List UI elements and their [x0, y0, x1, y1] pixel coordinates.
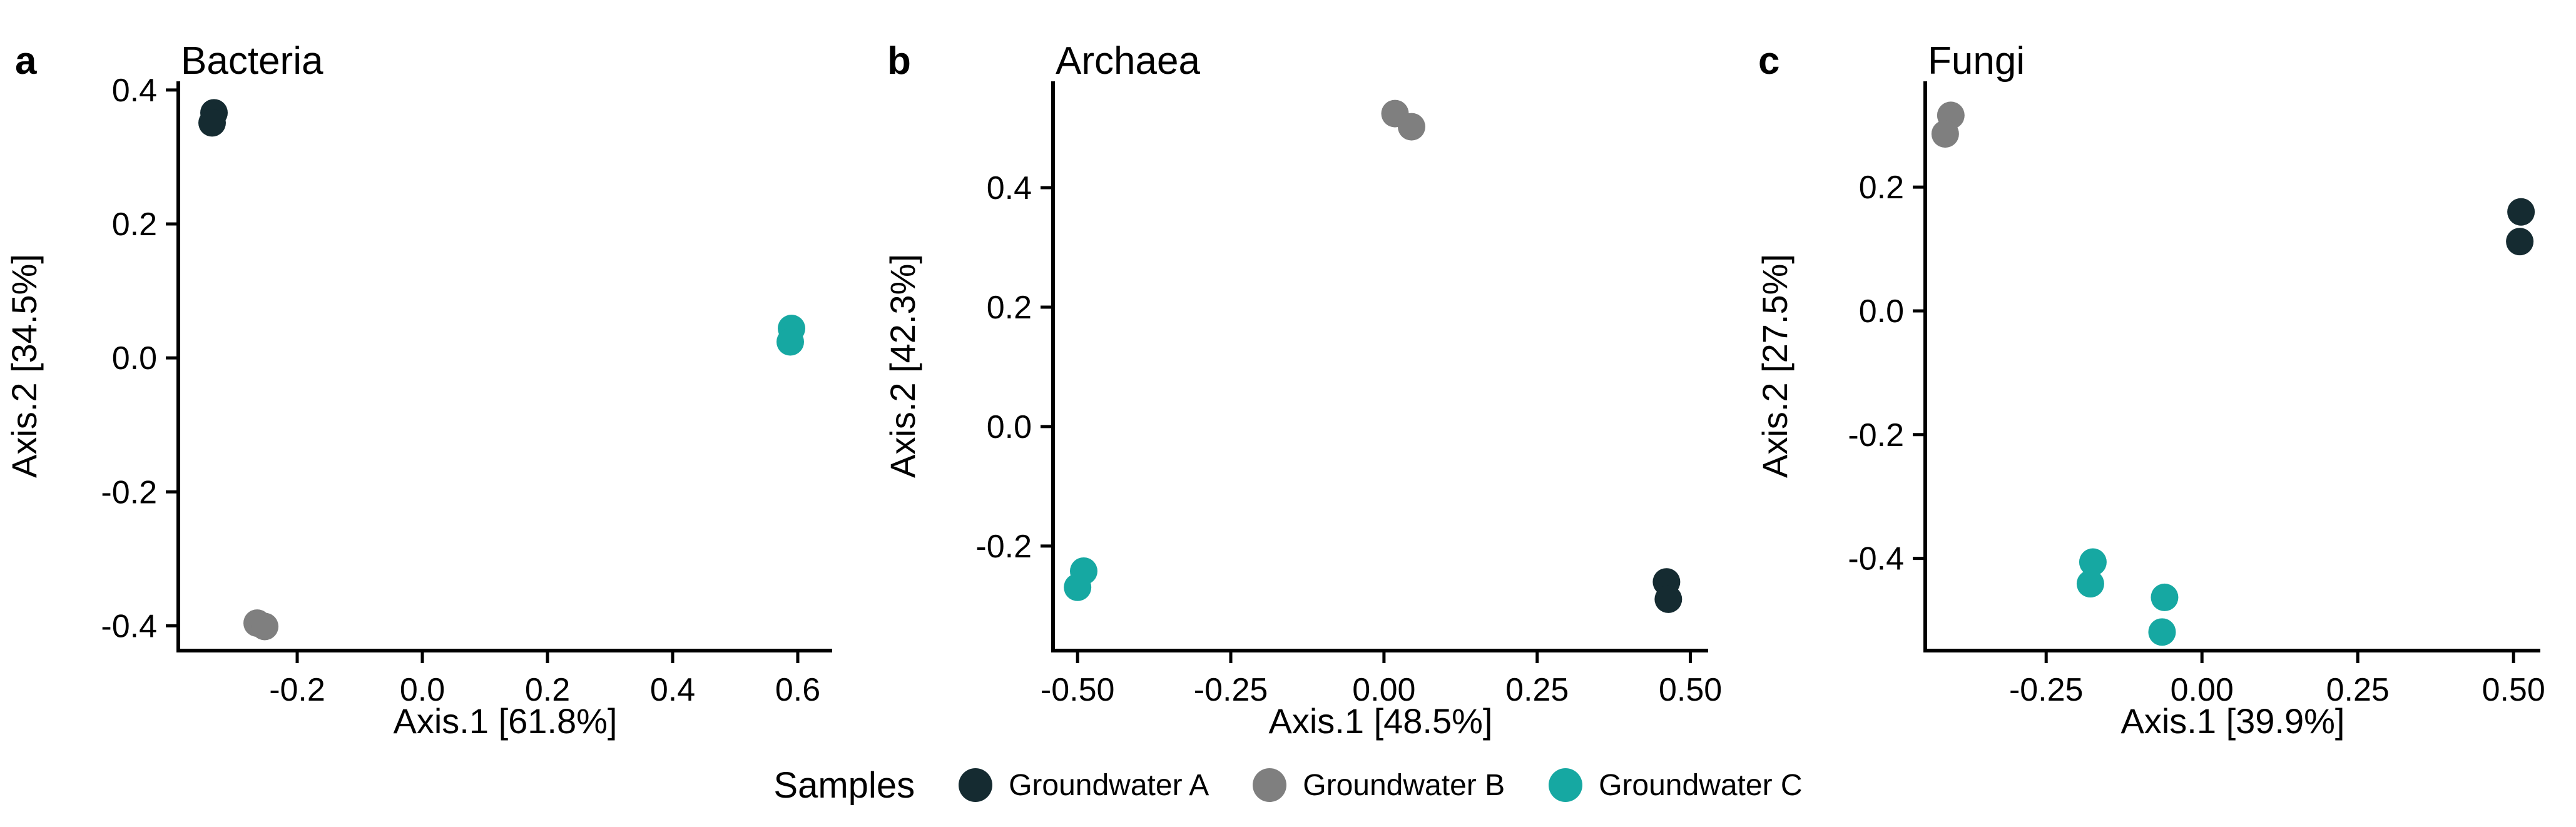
panel-letter: a: [15, 39, 37, 83]
x-axis-label: Axis.1 [61.8%]: [394, 701, 618, 741]
y-tick-label: 0.2: [1859, 170, 1904, 206]
y-tick-label: -0.4: [1848, 541, 1904, 577]
x-tick-label: 0.50: [2482, 672, 2545, 708]
data-point-groundwater-c: [776, 328, 804, 356]
data-point-groundwater-a: [2506, 228, 2534, 256]
data-point-groundwater-a: [1654, 585, 1683, 613]
legend-item-groundwater-c: Groundwater C: [1549, 768, 1803, 803]
data-point-groundwater-b: [1931, 120, 1959, 148]
legend-title: Samples: [773, 764, 915, 806]
x-tick-label: -0.25: [2009, 672, 2084, 708]
y-tick-label: -0.2: [975, 529, 1032, 565]
data-point-groundwater-c: [2151, 583, 2179, 611]
x-axis-label: Axis.1 [48.5%]: [1269, 701, 1493, 741]
legend-item-groundwater-a: Groundwater A: [959, 768, 1209, 803]
y-tick-label: -0.2: [1848, 417, 1904, 454]
groundwater-b-dot-icon: [1253, 768, 1287, 802]
y-axis-label: Axis.2 [34.5%]: [4, 254, 44, 478]
x-tick-label: 0.25: [1505, 672, 1569, 708]
panel-letter: b: [887, 39, 911, 83]
data-point-groundwater-c: [1064, 573, 1092, 601]
panel-letter: c: [1758, 39, 1779, 83]
panel-a: a Bacteria -0.2 0.0 0.2 0.4 0.6 -0.4 -0.2 0.0 0.2 0…: [4, 39, 832, 741]
y-tick-label: 0.0: [112, 340, 157, 377]
groundwater-a-dot-icon: [959, 768, 993, 802]
y-tick-label: 0.2: [112, 206, 157, 243]
data-point-groundwater-c: [2079, 548, 2107, 576]
x-tick-label: -0.50: [1041, 672, 1115, 708]
y-axis-label: Axis.2 [42.3%]: [883, 254, 922, 478]
y-tick-label: 0.0: [987, 409, 1032, 445]
data-point-groundwater-a: [2507, 198, 2535, 226]
x-tick-label: 0.50: [1659, 672, 1722, 708]
x-tick-label: -0.25: [1194, 672, 1268, 708]
y-tick-label: 0.0: [1859, 293, 1904, 330]
data-point-groundwater-c: [2076, 570, 2104, 598]
legend-item-label: Groundwater B: [1303, 768, 1505, 802]
data-point-groundwater-c: [2148, 618, 2176, 646]
panel-b: b Archaea -0.50 -0.25 0.00 0.25 0.50 -0.2 0.0 0.2…: [883, 39, 1722, 741]
legend-item-groundwater-b: Groundwater B: [1253, 768, 1505, 803]
data-point-groundwater-a: [198, 109, 226, 137]
groundwater-c-dot-icon: [1549, 768, 1583, 802]
x-tick-label: -0.2: [269, 672, 325, 708]
panel-title: Fungi: [1928, 39, 2025, 83]
y-tick-label: 0.2: [987, 290, 1032, 326]
panel-title: Archaea: [1056, 39, 1200, 83]
y-tick-label: 0.4: [112, 73, 157, 109]
panel-c: c Fungi -0.25 0.00 0.25 0.50 -0.4 -0.2 0.0 0.2 Axi…: [1755, 39, 2545, 741]
legend-item-label: Groundwater C: [1599, 768, 1803, 802]
x-tick-label: 0.2: [525, 672, 570, 708]
x-tick-label: 0.4: [650, 672, 695, 708]
data-point-groundwater-b: [251, 612, 278, 641]
x-tick-label: 0.25: [2326, 672, 2390, 708]
x-tick-label: 0.0: [400, 672, 445, 708]
x-axis-label: Axis.1 [39.9%]: [2121, 701, 2345, 741]
x-tick-label: 0.00: [1352, 672, 1415, 708]
data-point-groundwater-b: [1397, 113, 1425, 141]
x-tick-label: 0.6: [775, 672, 820, 708]
legend: Samples Groundwater A Groundwater B Grou…: [0, 751, 2576, 819]
y-axis-label: Axis.2 [27.5%]: [1755, 254, 1795, 478]
y-tick-label: 0.4: [987, 170, 1032, 206]
x-tick-label: 0.00: [2171, 672, 2234, 708]
legend-item-label: Groundwater A: [1009, 768, 1209, 802]
y-tick-label: -0.4: [101, 608, 157, 644]
y-tick-label: -0.2: [101, 474, 157, 510]
panel-title: Bacteria: [181, 39, 323, 83]
